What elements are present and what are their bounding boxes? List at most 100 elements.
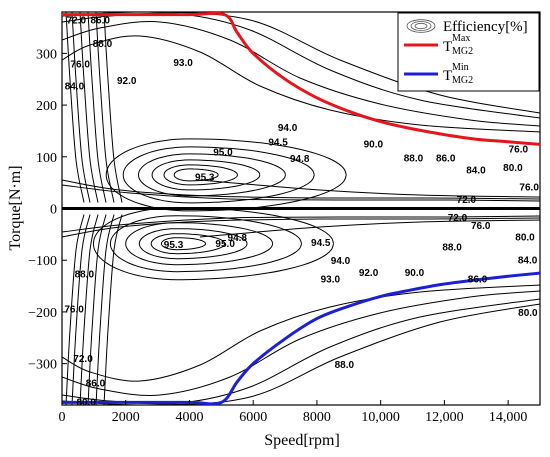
- contour-label: 88.0: [442, 242, 462, 253]
- x-tick-label: 14,000: [489, 410, 528, 425]
- contour-labels: 72.0 86.088.076.084.092.093.094.094.595.0…: [64, 15, 539, 408]
- efficiency-contour-line: [199, 179, 540, 198]
- efficiency-contour-line: [62, 184, 540, 202]
- contour-label: 80.0: [503, 163, 523, 174]
- efficiency-contour-line: [65, 214, 85, 405]
- legend-label: Efficiency[%]: [443, 19, 528, 35]
- efficiency-contour-line: [79, 12, 99, 203]
- contour-label: 94.8: [290, 154, 310, 165]
- efficiency-contour-line: [62, 179, 540, 200]
- y-axis-ticks: 300 200 100 0 −100 −200 −300: [28, 47, 67, 373]
- efficiency-contour-line: [160, 237, 206, 251]
- contour-label: 88.0: [404, 153, 424, 164]
- efficiency-contour-line: [62, 284, 540, 382]
- efficiency-contour-line: [150, 233, 226, 255]
- efficiency-contour-line: [105, 138, 347, 212]
- x-tick-label: 4000: [175, 410, 203, 425]
- x-axis-ticks: 0 2000 4000 6000 8000 10,000 12,000 14,000: [59, 400, 528, 425]
- efficiency-contour-line: [62, 303, 540, 405]
- legend-contour-icon: [414, 22, 428, 30]
- contour-label: 90.0: [364, 139, 384, 150]
- contour-label: 94.5: [311, 238, 331, 249]
- legend-contour-icon: [410, 21, 432, 31]
- efficiency-contour-line: [79, 214, 99, 405]
- contour-label: 76.0: [70, 60, 90, 71]
- legend-label: T: [443, 39, 452, 55]
- contour-label: 76.0: [471, 221, 491, 232]
- torque-limit-curves: [62, 12, 540, 405]
- contour-label: 93.0: [321, 274, 341, 285]
- contour-label: 92.0: [359, 268, 379, 279]
- contour-label: 95.3: [195, 172, 215, 183]
- efficiency-contour-line: [65, 12, 85, 203]
- efficiency-contour-line: [103, 12, 123, 203]
- efficiency-contour-line: [109, 215, 302, 273]
- x-tick-label: 2000: [112, 410, 140, 425]
- y-tick-label: −100: [28, 254, 57, 269]
- efficiency-contour-line: [92, 207, 334, 281]
- efficiency-contour-line: [62, 35, 540, 133]
- contour-label: 80.0: [76, 397, 96, 408]
- efficiency-contour-line: [151, 159, 261, 191]
- contour-label: 95.0: [215, 239, 235, 250]
- legend-box: [397, 12, 540, 92]
- legend-label-superscript: Max: [452, 33, 470, 44]
- x-tick-label: 6000: [239, 410, 267, 425]
- efficiency-contours: [62, 12, 540, 405]
- efficiency-contour-line: [103, 214, 123, 405]
- efficiency-contour-line: [87, 12, 107, 203]
- y-tick-label: 0: [50, 203, 57, 218]
- contour-label: 86.0: [436, 153, 456, 164]
- contour-label: 86.0: [468, 274, 488, 285]
- efficiency-contour-line: [71, 214, 91, 405]
- contour-label: 92.0: [117, 76, 137, 87]
- contour-label: 94.8: [228, 233, 248, 244]
- legend-label-subscript: MG2: [452, 75, 473, 86]
- contour-label: 88.0: [75, 270, 95, 281]
- contour-label: 80.0: [515, 232, 535, 243]
- x-tick-label: 12,000: [425, 410, 464, 425]
- contour-label: 84.0: [518, 256, 538, 267]
- x-tick-label: 0: [59, 410, 66, 425]
- y-tick-label: 300: [36, 47, 57, 62]
- contour-label: 84.0: [466, 166, 486, 177]
- contour-label: 88.0: [93, 39, 113, 50]
- contour-label: 72.0: [457, 195, 477, 206]
- efficiency-contour-line: [125, 222, 274, 266]
- efficiency-contour-line: [137, 153, 286, 197]
- contour-label: 72.0: [448, 213, 468, 224]
- contour-label: 72.0: [67, 15, 87, 26]
- efficiency-contour-line: [62, 21, 540, 127]
- contour-label: 72.0: [73, 354, 93, 365]
- legend-label-subscript: MG2: [452, 46, 473, 57]
- x-axis-label: Speed[rpm]: [264, 432, 340, 449]
- torque-limit-line: [62, 271, 540, 405]
- contour-label: 90.0: [405, 268, 425, 279]
- legend-label: T: [443, 68, 452, 84]
- efficiency-contour-line: [62, 215, 540, 233]
- contour-label: 76.0: [519, 182, 539, 193]
- x-tick-label: 8000: [303, 410, 331, 425]
- contour-label: 94.5: [268, 137, 288, 148]
- contour-label: 88.0: [335, 360, 355, 371]
- torque-limit-line: [62, 12, 540, 146]
- contour-label: 76.0: [509, 145, 529, 156]
- contour-label: 94.0: [278, 123, 298, 134]
- efficiency-contour-line: [87, 214, 107, 405]
- contour-label: 76.0: [64, 304, 84, 315]
- efficiency-contour-line: [95, 214, 115, 405]
- x-tick-label: 10,000: [361, 410, 400, 425]
- y-tick-label: −300: [28, 358, 57, 373]
- efficiency-contour-line: [62, 217, 540, 238]
- efficiency-contour-line: [199, 219, 540, 238]
- contour-label: 80.0: [518, 308, 538, 319]
- efficiency-contour-line: [62, 12, 540, 114]
- y-tick-label: −200: [28, 306, 57, 321]
- legend-contour-icon: [406, 19, 436, 33]
- y-tick-label: 100: [36, 151, 57, 166]
- contour-label: 95.3: [164, 240, 184, 251]
- efficiency-contour-line: [163, 164, 238, 186]
- contour-label: 86.0: [86, 378, 106, 389]
